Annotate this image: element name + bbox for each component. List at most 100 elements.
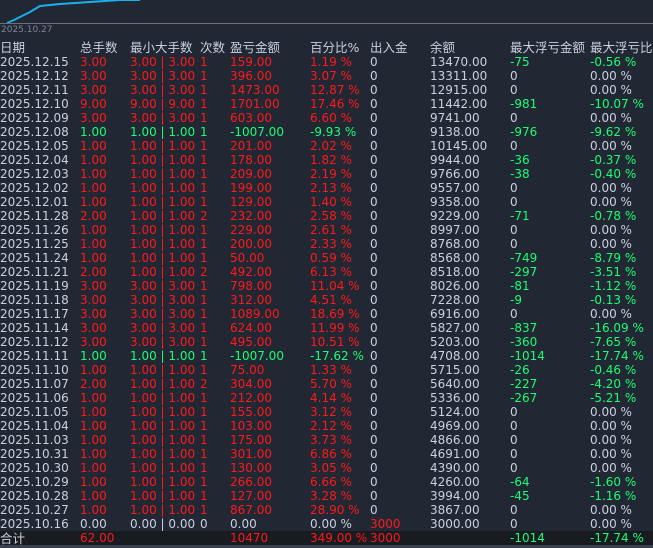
cell-max-float-pct: 0.00 % <box>590 237 632 251</box>
cell-percent: 2.58 % <box>310 209 352 223</box>
table-row: 2025.12.04 1.00 1.00 | 1.00 1 178.00 1.82 % 0 9… <box>0 153 653 167</box>
cell-max-float-loss: 0 <box>510 83 518 97</box>
cell-pnl: 312.00 <box>230 293 272 307</box>
cell-deposit: 0 <box>370 433 378 447</box>
cell-balance: 13311.00 <box>430 69 488 83</box>
cell-trade-count: 1 <box>200 97 208 111</box>
cell-total-lots: 3.00 <box>80 111 107 125</box>
cell-deposit: 0 <box>370 475 378 489</box>
cell-max-float-loss: 0 <box>510 433 518 447</box>
cell-deposit: 0 <box>370 97 378 111</box>
table-row: 2025.11.14 3.00 3.00 | 3.00 1 624.00 11.99 % 0… <box>0 321 653 335</box>
cell-percent: 3.28 % <box>310 489 352 503</box>
cell-pnl: 201.00 <box>230 139 272 153</box>
table-row: 2025.11.06 1.00 1.00 | 1.00 1 212.00 4.14 % 0 5… <box>0 391 653 405</box>
cell-max-float-loss: -36 <box>510 153 530 167</box>
cell-date: 2025.10.27 <box>0 503 69 517</box>
cell-date: 2025.12.05 <box>0 139 69 153</box>
cell-max-float-loss: -749 <box>510 251 538 265</box>
cell-date: 2025.10.16 <box>0 517 69 531</box>
cell-max-float-pct: 0.00 % <box>590 181 632 195</box>
cell-max-float-loss: 0 <box>510 237 518 251</box>
cell-percent: 1.40 % <box>310 195 352 209</box>
cell-deposit: 0 <box>370 321 378 335</box>
cell-balance: 8768.00 <box>430 237 480 251</box>
cell-max-float-loss: 0 <box>510 447 518 461</box>
table-row: 2025.10.27 1.00 1.00 | 1.00 1 867.00 28.90 % 0… <box>0 503 653 517</box>
cell-balance: 12915.00 <box>430 83 488 97</box>
cell-balance: 5640.00 <box>430 377 480 391</box>
cell-min-max-lots: 3.00 | 3.00 <box>130 335 196 349</box>
header-total-lots: 总手数 <box>80 40 118 55</box>
cell-deposit: 0 <box>370 391 378 405</box>
cell-pnl: 492.00 <box>230 265 272 279</box>
total-deposit: 3000 <box>370 531 401 545</box>
cell-deposit: 0 <box>370 111 378 125</box>
cell-max-float-loss: 0 <box>510 419 518 433</box>
table-row: 2025.12.03 1.00 1.00 | 1.00 1 209.00 2.19 % 0 9… <box>0 167 653 181</box>
cell-total-lots: 3.00 <box>80 335 107 349</box>
cell-deposit: 0 <box>370 503 378 517</box>
cell-pnl: 301.00 <box>230 447 272 461</box>
cell-min-max-lots: 0.00 | 0.00 <box>130 517 196 531</box>
cell-balance: 4260.00 <box>430 475 480 489</box>
cell-max-float-loss: -1014 <box>510 349 545 363</box>
table-row: 2025.11.18 3.00 3.00 | 3.00 1 312.00 4.51 % 0 7… <box>0 293 653 307</box>
cell-max-float-pct: -0.56 % <box>590 55 637 69</box>
table-row: 2025.10.28 1.00 1.00 | 1.00 1 127.00 3.28 % 0 3… <box>0 489 653 503</box>
cell-pnl: 0.00 <box>230 517 257 531</box>
cell-balance: 9229.00 <box>430 209 480 223</box>
cell-date: 2025.11.25 <box>0 237 69 251</box>
cell-max-float-pct: 0.00 % <box>590 223 632 237</box>
cell-max-float-pct: 0.00 % <box>590 195 632 209</box>
cell-total-lots: 9.00 <box>80 97 107 111</box>
cell-max-float-pct: 0.00 % <box>590 307 632 321</box>
cell-balance: 9358.00 <box>430 195 480 209</box>
cell-balance: 9766.00 <box>430 167 480 181</box>
cell-total-lots: 1.00 <box>80 139 107 153</box>
cell-trade-count: 1 <box>200 195 208 209</box>
cell-min-max-lots: 1.00 | 1.00 <box>130 167 196 181</box>
cell-deposit: 0 <box>370 195 378 209</box>
cell-trade-count: 2 <box>200 265 208 279</box>
cell-min-max-lots: 3.00 | 3.00 <box>130 279 196 293</box>
cell-date: 2025.11.11 <box>0 349 69 363</box>
cell-max-float-loss: 0 <box>510 139 518 153</box>
cell-max-float-pct: 0.00 % <box>590 69 632 83</box>
table-row: 2025.11.05 1.00 1.00 | 1.00 1 155.00 3.12 % 0 5… <box>0 405 653 419</box>
cell-percent: 5.70 % <box>310 377 352 391</box>
table-row: 2025.11.03 1.00 1.00 | 1.00 1 175.00 3.73 % 0 4… <box>0 433 653 447</box>
cell-balance: 7228.00 <box>430 293 480 307</box>
cell-max-float-pct: -0.78 % <box>590 209 637 223</box>
cell-pnl: 495.00 <box>230 335 272 349</box>
header-percent: 百分比% <box>310 40 360 55</box>
cell-max-float-pct: 0.00 % <box>590 447 632 461</box>
cell-max-float-pct: -1.16 % <box>590 489 637 503</box>
cell-min-max-lots: 9.00 | 9.00 <box>130 97 196 111</box>
cell-pnl: -1007.00 <box>230 349 284 363</box>
cell-min-max-lots: 1.00 | 1.00 <box>130 377 196 391</box>
cell-percent: -9.93 % <box>310 125 357 139</box>
cell-total-lots: 1.00 <box>80 475 107 489</box>
cell-balance: 9138.00 <box>430 125 480 139</box>
cell-total-lots: 2.00 <box>80 209 107 223</box>
table-row: 2025.10.31 1.00 1.00 | 1.00 1 301.00 6.86 % 0 4… <box>0 447 653 461</box>
cell-date: 2025.12.03 <box>0 167 69 181</box>
cell-pnl: 127.00 <box>230 489 272 503</box>
cell-percent: 2.02 % <box>310 139 352 153</box>
cell-trade-count: 1 <box>200 181 208 195</box>
cell-trade-count: 1 <box>200 475 208 489</box>
cell-max-float-pct: -10.07 % <box>590 97 644 111</box>
cell-deposit: 0 <box>370 167 378 181</box>
cell-total-lots: 3.00 <box>80 83 107 97</box>
bottom-scrollbar[interactable] <box>0 545 653 548</box>
cell-max-float-loss: -71 <box>510 209 530 223</box>
cell-max-float-pct: -3.51 % <box>590 265 637 279</box>
cell-max-float-pct: -0.46 % <box>590 363 637 377</box>
cell-pnl: 1701.00 <box>230 97 280 111</box>
total-max-float-loss: -1014 <box>510 531 545 545</box>
table-row: 2025.12.02 1.00 1.00 | 1.00 1 199.00 2.13 % 0 9… <box>0 181 653 195</box>
cell-deposit: 0 <box>370 489 378 503</box>
cell-max-float-loss: -360 <box>510 335 538 349</box>
cell-trade-count: 1 <box>200 279 208 293</box>
